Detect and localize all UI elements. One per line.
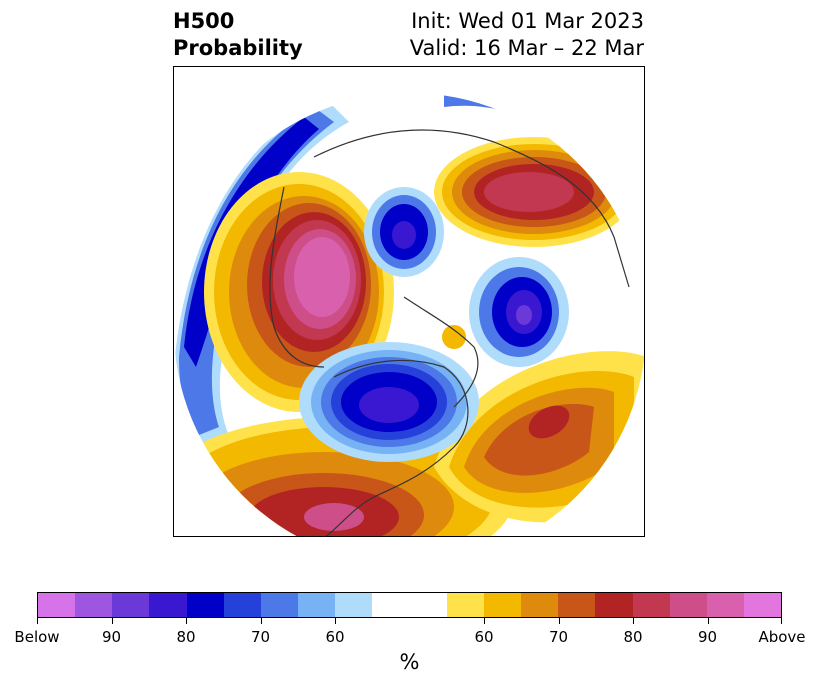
colorbar-tick bbox=[484, 618, 485, 624]
colorbar-swatch-15 bbox=[595, 593, 633, 617]
below-anomaly-north-america bbox=[299, 342, 479, 462]
colorbar-tick bbox=[186, 618, 187, 624]
colorbar-swatch-5 bbox=[223, 593, 261, 617]
colorbar-swatch-12 bbox=[483, 593, 522, 617]
colorbar-swatch-18 bbox=[706, 593, 744, 617]
title-product: Probability bbox=[173, 36, 303, 60]
colorbar-tick-label: 60 bbox=[325, 628, 345, 646]
colorbar-unit: % bbox=[399, 650, 420, 674]
title-variable: H500 bbox=[173, 9, 235, 33]
colorbar-swatch-8 bbox=[335, 593, 373, 617]
colorbar-ticks bbox=[37, 618, 782, 628]
valid-range: Valid: 16 Mar – 22 Mar bbox=[409, 36, 644, 60]
colorbar-tick-label: Below bbox=[14, 628, 60, 646]
colorbar-swatch-2 bbox=[112, 593, 150, 617]
colorbar-swatch-0 bbox=[38, 593, 76, 617]
colorbar-tick bbox=[633, 618, 634, 624]
colorbar-swatch-19 bbox=[743, 593, 782, 617]
colorbar-swatch-7 bbox=[298, 593, 336, 617]
map-dates: Init: Wed 01 Mar 2023 Valid: 16 Mar – 22… bbox=[410, 8, 644, 62]
colorbar-tick bbox=[37, 618, 38, 624]
colorbar-swatch-14 bbox=[558, 593, 596, 617]
init-date: Init: Wed 01 Mar 2023 bbox=[411, 9, 644, 33]
colorbar-swatch-11 bbox=[446, 593, 484, 617]
colorbar-tick-label: 90 bbox=[697, 628, 718, 646]
colorbar-tick bbox=[558, 618, 560, 624]
colorbar bbox=[37, 592, 782, 618]
colorbar-tick-label: 60 bbox=[474, 628, 494, 646]
colorbar-tick-label: 80 bbox=[176, 628, 196, 646]
below-anomaly-arctic bbox=[364, 187, 444, 277]
colorbar-swatch-6 bbox=[260, 593, 299, 617]
above-anomaly-north-east bbox=[434, 137, 634, 247]
colorbar-swatch-17 bbox=[669, 593, 707, 617]
colorbar-swatch-16 bbox=[632, 593, 670, 617]
colorbar-tick-label: 80 bbox=[623, 628, 643, 646]
colorbar-swatch-3 bbox=[149, 593, 187, 617]
probability-map bbox=[174, 93, 644, 536]
coastlines bbox=[269, 129, 630, 536]
colorbar-swatch-1 bbox=[75, 593, 113, 617]
small-above-anomaly bbox=[442, 325, 466, 349]
colorbar-swatch-13 bbox=[521, 593, 559, 617]
below-anomaly-europe bbox=[469, 257, 569, 367]
map-panel bbox=[173, 66, 645, 537]
colorbar-swatch-10 bbox=[409, 593, 447, 617]
colorbar-tick bbox=[707, 618, 709, 624]
colorbar-swatch-4 bbox=[186, 593, 224, 617]
colorbar-tick-label: 70 bbox=[548, 628, 569, 646]
colorbar-tick-label: 90 bbox=[101, 628, 122, 646]
map-title: H500 Probability bbox=[173, 8, 303, 62]
colorbar-tick-label: Above bbox=[758, 628, 806, 646]
colorbar-tick bbox=[781, 618, 782, 624]
colorbar-tick-label: 70 bbox=[250, 628, 271, 646]
colorbar-tick bbox=[335, 618, 336, 624]
colorbar-tick bbox=[111, 618, 113, 624]
colorbar-swatch-9 bbox=[372, 593, 410, 617]
colorbar-tick bbox=[260, 618, 262, 624]
above-anomaly-asia bbox=[204, 172, 394, 412]
